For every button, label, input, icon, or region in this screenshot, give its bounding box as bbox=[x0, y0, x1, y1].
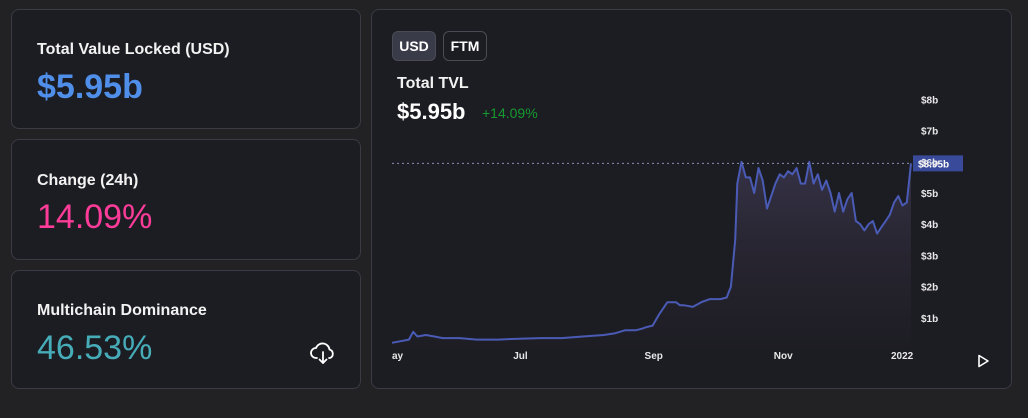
current-value-marker-label: $5.95b bbox=[918, 159, 949, 170]
y-tick-label: $3b bbox=[921, 251, 938, 262]
change-label: Change (24h) bbox=[37, 172, 139, 189]
x-tick-label: Sep bbox=[645, 351, 663, 362]
y-tick-label: $1b bbox=[921, 314, 938, 325]
tvl-area-chart[interactable]: $5.95b $1b $2b $3b $4b $5b $6b $7b $8b ay Jul Sep No… bbox=[372, 10, 1013, 390]
y-tick-label: $4b bbox=[921, 220, 938, 231]
y-tick-label: $7b bbox=[921, 127, 938, 138]
chart-title: Total TVL bbox=[397, 75, 469, 92]
download-cloud-icon[interactable] bbox=[310, 341, 336, 365]
x-tick-label: 2022 bbox=[891, 351, 914, 362]
play-icon[interactable] bbox=[976, 354, 990, 368]
change-value: 14.09% bbox=[37, 198, 153, 236]
chart-current-value: $5.95b bbox=[397, 99, 466, 124]
tvl-chart-card: USD FTM Total TVL $5.95b +14.09% $5.95b $… bbox=[371, 9, 1012, 389]
ftm-toggle[interactable]: FTM bbox=[443, 31, 487, 61]
tvl-area-fill bbox=[392, 161, 911, 349]
tvl-card: Total Value Locked (USD) $5.95b bbox=[11, 9, 361, 129]
usd-toggle[interactable]: USD bbox=[392, 31, 436, 61]
dominance-label: Multichain Dominance bbox=[37, 302, 207, 319]
chart-change: +14.09% bbox=[482, 105, 538, 121]
tvl-label: Total Value Locked (USD) bbox=[37, 41, 230, 58]
current-value-marker bbox=[913, 155, 963, 172]
y-tick-label: $6b bbox=[921, 158, 938, 169]
y-tick-label: $8b bbox=[921, 95, 938, 106]
dominance-card: Multichain Dominance 46.53% bbox=[11, 270, 361, 389]
change-card: Change (24h) 14.09% bbox=[11, 139, 361, 260]
dominance-value: 46.53% bbox=[37, 329, 153, 367]
y-tick-label: $2b bbox=[921, 283, 938, 294]
y-tick-label: $5b bbox=[921, 189, 938, 200]
tvl-value: $5.95b bbox=[37, 68, 143, 106]
tvl-series-line bbox=[391, 160, 912, 344]
x-tick-label: Nov bbox=[774, 351, 793, 362]
x-tick-label: ay bbox=[392, 351, 404, 362]
x-tick-label: Jul bbox=[513, 351, 528, 362]
